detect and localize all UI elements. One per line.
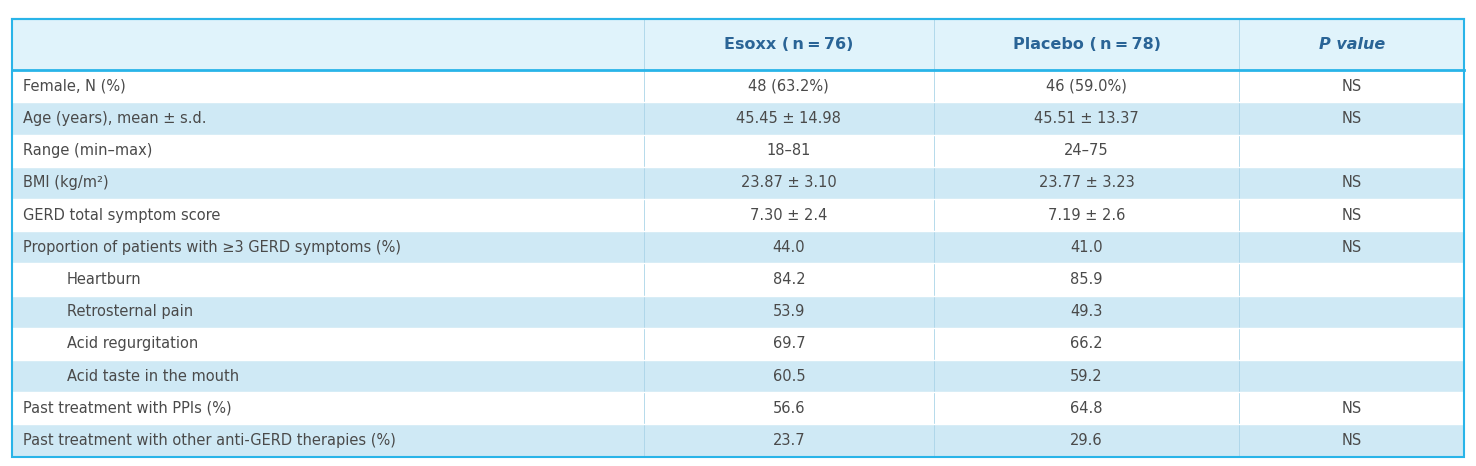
Bar	[12, 392, 1464, 425]
Text: NS: NS	[1342, 79, 1362, 94]
Text: NS: NS	[1342, 175, 1362, 191]
Text: NS: NS	[1342, 433, 1362, 448]
Text: Retrosternal pain: Retrosternal pain	[66, 304, 193, 319]
Text: 23.87 ± 3.10: 23.87 ± 3.10	[741, 175, 837, 191]
Text: 59.2: 59.2	[1070, 369, 1103, 384]
Bar	[12, 295, 1464, 328]
Bar	[12, 199, 1464, 231]
Text: 44.0: 44.0	[772, 240, 804, 255]
Bar	[12, 263, 1464, 295]
Bar	[12, 167, 1464, 199]
Text: NS: NS	[1342, 401, 1362, 416]
Text: P value: P value	[1318, 37, 1384, 52]
Text: Acid taste in the mouth: Acid taste in the mouth	[66, 369, 239, 384]
Text: 49.3: 49.3	[1070, 304, 1103, 319]
Text: 56.6: 56.6	[772, 401, 804, 416]
Bar	[12, 328, 1464, 360]
Text: Range (min–max): Range (min–max)	[24, 143, 154, 158]
Text: 45.51 ± 13.37: 45.51 ± 13.37	[1035, 111, 1139, 126]
Text: 45.45 ± 14.98: 45.45 ± 14.98	[737, 111, 841, 126]
Text: 18–81: 18–81	[766, 143, 810, 158]
Text: 69.7: 69.7	[772, 336, 804, 351]
Bar	[12, 425, 1464, 457]
Text: 66.2: 66.2	[1070, 336, 1103, 351]
Text: 48 (63.2%): 48 (63.2%)	[748, 79, 830, 94]
Text: 64.8: 64.8	[1070, 401, 1103, 416]
Text: 7.19 ± 2.6: 7.19 ± 2.6	[1048, 208, 1125, 223]
Bar	[12, 360, 1464, 392]
Text: GERD total symptom score: GERD total symptom score	[24, 208, 221, 223]
Text: 60.5: 60.5	[772, 369, 804, 384]
Text: Female, N (%): Female, N (%)	[24, 79, 125, 94]
Text: Age (years), mean ± s.d.: Age (years), mean ± s.d.	[24, 111, 207, 126]
Text: NS: NS	[1342, 240, 1362, 255]
Text: NS: NS	[1342, 111, 1362, 126]
Text: NS: NS	[1342, 208, 1362, 223]
Bar	[12, 103, 1464, 135]
Text: Heartburn: Heartburn	[66, 272, 142, 287]
Text: 85.9: 85.9	[1070, 272, 1103, 287]
Text: 23.7: 23.7	[772, 433, 804, 448]
Text: 84.2: 84.2	[772, 272, 804, 287]
Text: Proportion of patients with ≥3 GERD symptoms (%): Proportion of patients with ≥3 GERD symp…	[24, 240, 401, 255]
Text: 7.30 ± 2.4: 7.30 ± 2.4	[750, 208, 828, 223]
Text: 53.9: 53.9	[772, 304, 804, 319]
Bar	[12, 70, 1464, 103]
Text: Past treatment with PPIs (%): Past treatment with PPIs (%)	[24, 401, 232, 416]
Text: 29.6: 29.6	[1070, 433, 1103, 448]
Text: Acid regurgitation: Acid regurgitation	[66, 336, 198, 351]
Bar	[12, 231, 1464, 263]
Text: 23.77 ± 3.23: 23.77 ± 3.23	[1039, 175, 1135, 191]
Text: 46 (59.0%): 46 (59.0%)	[1046, 79, 1128, 94]
Text: Esoxx ( n = 76): Esoxx ( n = 76)	[725, 37, 853, 52]
Bar	[12, 19, 1464, 70]
Text: Past treatment with other anti-GERD therapies (%): Past treatment with other anti-GERD ther…	[24, 433, 396, 448]
Bar	[12, 135, 1464, 167]
Text: BMI (kg/m²): BMI (kg/m²)	[24, 175, 109, 191]
Text: 41.0: 41.0	[1070, 240, 1103, 255]
Text: Placebo ( n = 78): Placebo ( n = 78)	[1013, 37, 1160, 52]
Text: 24–75: 24–75	[1064, 143, 1108, 158]
